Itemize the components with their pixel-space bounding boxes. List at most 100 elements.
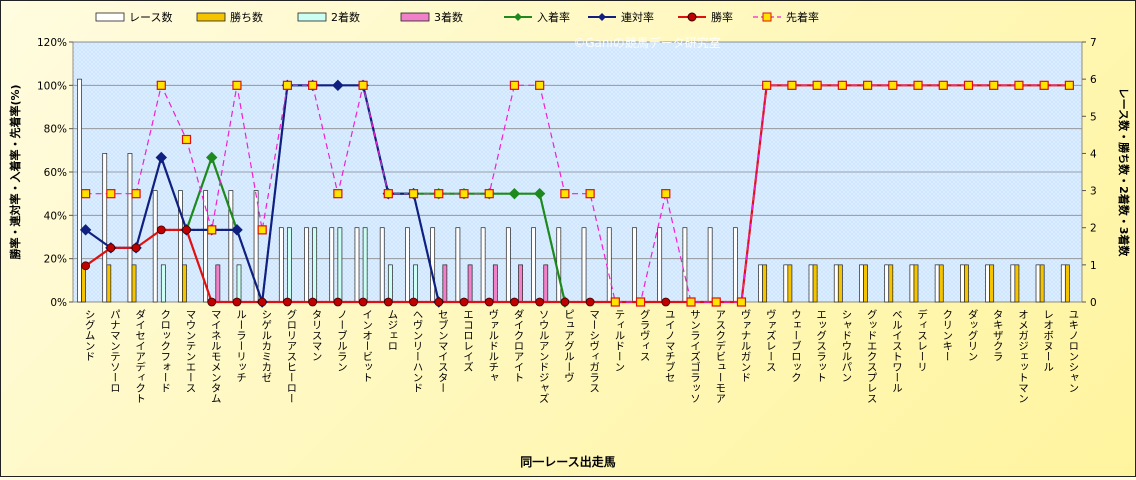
bar-レース数 — [531, 227, 536, 303]
bar-レース数 — [455, 227, 461, 303]
x-tick-label: ダイセイアディクト — [134, 309, 146, 404]
y-right-tick-label: 6 — [1090, 74, 1097, 86]
point-先着率 — [762, 80, 772, 90]
x-tick-label: ベルイストワール — [891, 309, 903, 393]
point-先着率 — [484, 189, 494, 199]
x-tick-label: グラヴィス — [639, 309, 651, 362]
bar-3着数 — [543, 264, 549, 303]
point-先着率 — [862, 80, 873, 90]
x-tick-label: ムジェロ — [386, 309, 398, 351]
x-tick-label: グッドエクスプレス — [866, 309, 878, 404]
bar-勝ち数 — [938, 264, 944, 303]
bar-レース数 — [581, 227, 587, 303]
bar-勝ち数 — [1014, 264, 1020, 303]
x-tick-label: ダイクロアイト — [512, 309, 524, 383]
line-先着率 — [85, 83, 1070, 303]
x-tick-label: セブンマイスター — [437, 309, 449, 393]
y-right-tick-label: 1 — [1090, 260, 1097, 272]
point-勝率 — [383, 297, 393, 307]
point-先着率 — [207, 225, 217, 235]
bar-レース数 — [102, 153, 108, 303]
bar-レース数 — [505, 227, 511, 303]
point-先着率 — [333, 189, 343, 199]
legend-label-勝ち数: 勝ち数 — [230, 10, 263, 24]
bar-レース数 — [203, 190, 209, 303]
x-tick-label: ダッグリン — [966, 309, 978, 362]
bar-2着数 — [387, 264, 393, 303]
point-先着率 — [888, 80, 898, 90]
bar-3着数 — [215, 264, 221, 303]
bar-レース数 — [152, 190, 158, 303]
x-tick-label: ノーブルラン — [336, 309, 348, 372]
point-先着率 — [181, 134, 192, 145]
point-先着率 — [989, 80, 999, 90]
bar-レース数 — [732, 227, 738, 303]
x-tick-label: クリンキー — [941, 309, 953, 362]
point-先着率 — [635, 297, 646, 307]
point-勝率 — [484, 297, 494, 307]
bar-2着数 — [362, 227, 368, 303]
x-tick-label: ヴァルドルチャ — [487, 308, 499, 382]
y-right-axis-title: レース数・勝ち数・2着数・3着数 — [1117, 88, 1131, 258]
bar-レース数 — [354, 227, 360, 303]
bar-レース数 — [278, 227, 284, 303]
bar-勝ち数 — [1039, 264, 1045, 303]
bar-レース数 — [480, 227, 486, 303]
point-先着率 — [257, 225, 267, 235]
point-先着率 — [459, 189, 469, 199]
bar-レース数 — [682, 227, 688, 303]
x-tick-label: レオボヌール — [1042, 309, 1054, 372]
point-勝率 — [156, 225, 166, 235]
point-先着率 — [711, 297, 721, 307]
y-left-tick-label: 60% — [44, 167, 67, 179]
point-先着率 — [736, 297, 747, 307]
x-tick-label: オメガジェットマン — [1017, 309, 1029, 404]
point-先着率 — [308, 80, 318, 90]
y-left-tick-label: 20% — [44, 254, 67, 266]
point-先着率 — [408, 189, 419, 199]
point-先着率 — [106, 189, 116, 199]
y-left-tick-label: 80% — [44, 124, 67, 136]
bar-勝ち数 — [837, 264, 843, 303]
x-tick-label: ユキノロンシャン — [1067, 309, 1079, 393]
point-先着率 — [610, 297, 620, 307]
point-入着率 — [206, 151, 218, 164]
y-right-tick-label: 2 — [1090, 223, 1097, 235]
point-勝率 — [585, 297, 595, 307]
y-left-tick-label: 40% — [44, 210, 67, 222]
bar-レース数 — [304, 227, 309, 303]
x-tick-label: サンライズゴラッソ — [689, 309, 701, 404]
bar-勝ち数 — [964, 264, 969, 303]
bar-レース数 — [758, 264, 763, 303]
legend-label-入着率: 入着率 — [537, 10, 570, 24]
y-left-axis-title: 勝率・連対率・入着率・先着率(%) — [8, 84, 22, 259]
bar-レース数 — [884, 264, 890, 303]
legend-swatch-勝ち数 — [196, 12, 226, 22]
x-tick-label: エッグスラット — [815, 309, 827, 383]
bar-2着数 — [312, 227, 318, 303]
bar-レース数 — [960, 264, 965, 303]
point-先着率 — [434, 189, 444, 199]
x-tick-label: マイネルモメンタム — [210, 309, 222, 404]
point-連対率 — [155, 151, 167, 164]
x-tick-label: ソウルアンドジャズ — [538, 309, 550, 404]
legend-swatch-2着数 — [297, 12, 327, 22]
point-先着率 — [1014, 80, 1024, 90]
point-勝率 — [459, 297, 469, 307]
x-tick-label: ルーラーリッチ — [235, 309, 247, 383]
y-right-tick-label: 3 — [1090, 186, 1097, 198]
point-勝率 — [333, 297, 343, 307]
point-先着率 — [81, 189, 91, 199]
bar-勝ち数 — [762, 264, 768, 303]
bar-レース数 — [1010, 264, 1016, 303]
point-先着率 — [535, 80, 545, 90]
point-先着率 — [812, 80, 822, 90]
legend-marker-先着率 — [762, 12, 772, 22]
bar-2着数 — [236, 264, 242, 303]
point-先着率 — [1039, 80, 1049, 90]
bar-レース数 — [127, 153, 133, 303]
point-勝率 — [81, 261, 91, 271]
bar-レース数 — [1060, 264, 1066, 303]
point-先着率 — [282, 80, 293, 90]
